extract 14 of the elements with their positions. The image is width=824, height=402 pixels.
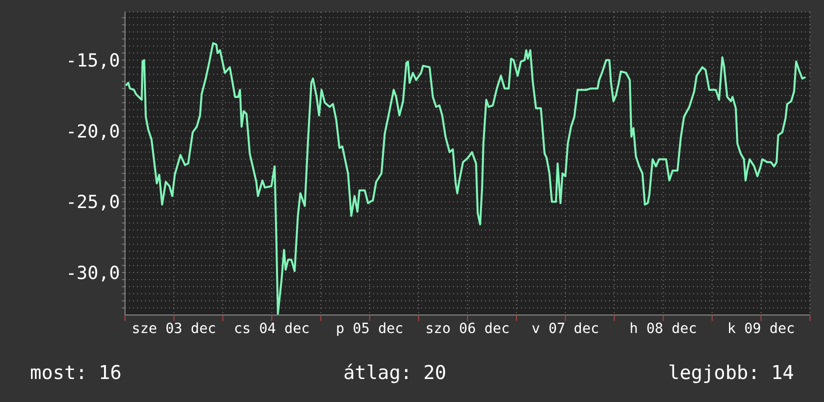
- text: most: 16: [30, 362, 122, 384]
- x-tick-label: k 09 dec: [727, 320, 795, 337]
- x-tick-label: cs 04 dec: [234, 320, 310, 337]
- x-tick-label: p 05 dec: [336, 320, 404, 337]
- y-tick-label: -25,0: [66, 192, 120, 214]
- text: legjobb: 14: [668, 362, 794, 384]
- x-tick-label: szo 06 dec: [425, 320, 510, 337]
- y-tick-label: -15,0: [66, 50, 120, 72]
- text: átlag: 20: [343, 362, 446, 384]
- y-tick-label: -30,0: [66, 262, 120, 284]
- x-tick-label: v 07 dec: [532, 320, 600, 337]
- y-tick-label: -20,0: [66, 121, 120, 142]
- x-tick-label: sze 03 dec: [132, 320, 216, 337]
- x-tick-label: h 08 dec: [629, 320, 697, 337]
